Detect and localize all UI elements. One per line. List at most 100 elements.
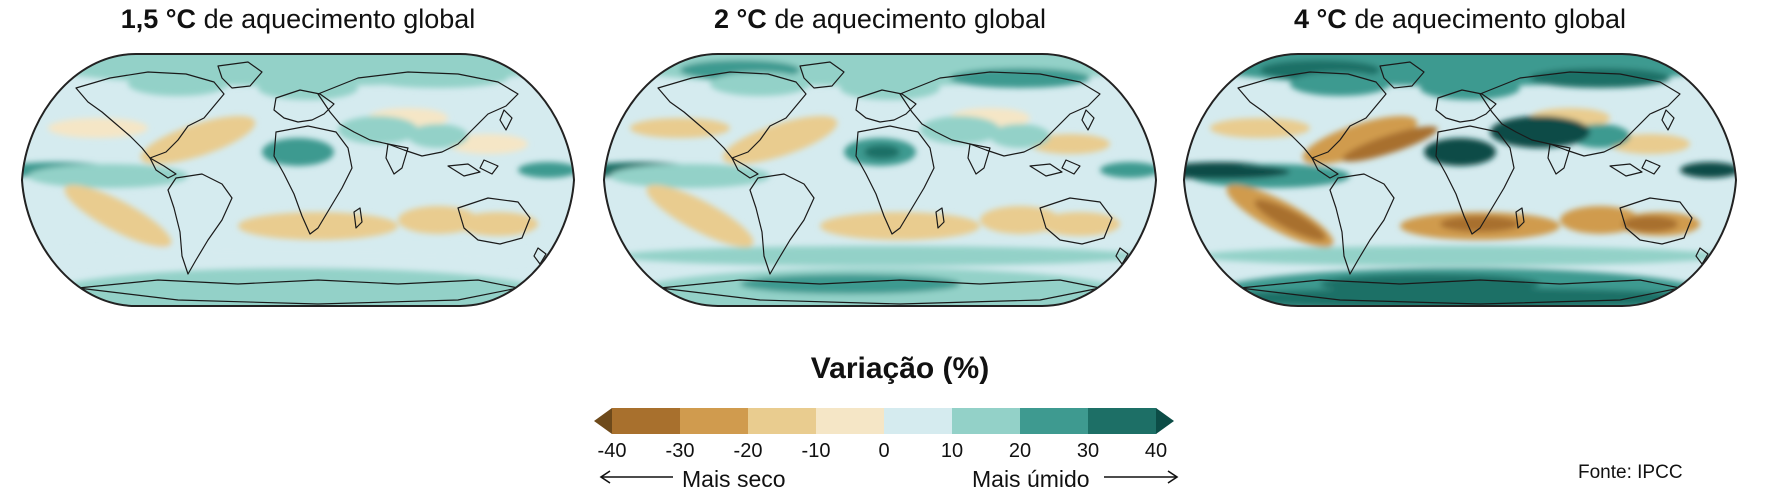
anomaly-region [1444,145,1480,159]
colorbar-segment [1156,408,1174,434]
anomaly-region [620,246,1140,266]
map-border [20,53,576,307]
anomaly-region [710,72,810,96]
coastline [1641,159,1661,175]
anomaly-region [722,116,838,164]
anomaly-region [128,72,228,96]
anomaly-region [458,212,538,236]
map-title: 1,5 °C de aquecimento global [120,4,476,34]
coastline [935,207,945,229]
anomaly-region [1530,68,1670,88]
colorbar-segment [594,408,612,434]
coastline [217,61,263,89]
anomaly-region [740,274,960,294]
anomaly-region [158,274,378,294]
anomaly-region [1342,126,1438,162]
anomaly-region [1210,118,1310,138]
coastline [1609,163,1643,177]
anomaly-region [610,164,770,188]
anomaly-region [864,145,900,159]
anomaly-region [1490,116,1590,148]
coastline [659,279,1101,305]
coastline [855,125,935,235]
anomaly-region [1440,216,1520,232]
anomaly-region [1610,134,1690,154]
anomaly-region [1560,206,1640,234]
anomaly-region [980,206,1060,234]
anomaly-region [1290,72,1390,96]
anomaly-region [408,124,468,148]
coastline [385,143,409,175]
arrow-left-icon [599,470,673,484]
coastline [657,71,807,159]
coastline [1061,159,1081,175]
anomaly-region [398,206,478,234]
drier-label: Mais seco [682,466,786,492]
anomaly-region [338,116,418,144]
coastline [1435,125,1515,235]
anomaly-region [1302,116,1418,164]
map-border [602,53,1158,307]
coastline [167,173,233,275]
anomaly-region [48,118,148,138]
coastline [457,197,531,245]
colorbar-tick-label: 0 [878,440,890,462]
anomaly-region [920,116,1000,144]
anomaly-region [840,76,940,100]
anomaly-region [282,145,318,159]
anomaly-region [1420,76,1520,100]
map-title: 4 °C de aquecimento global [1293,4,1627,34]
coastline [1435,89,1497,123]
coastline [77,279,519,305]
anomaly-region [238,212,398,240]
anomaly-region [646,184,754,248]
colorbar-tick-label: -30 [665,440,695,462]
colorbar [594,408,1174,434]
coastline [1311,157,1339,179]
coastline [1237,71,1387,159]
anomaly-region [1680,162,1736,178]
colorbar-tick-label: 40 [1144,440,1168,462]
colorbar-segment [952,408,1021,434]
map-panel-1-5c: 1,5 °C de aquecimento global [18,0,578,345]
coastline [731,157,759,179]
anomaly-region [1622,216,1678,232]
anomaly-region [518,162,574,178]
coastline [479,159,499,175]
coastline [1619,197,1693,245]
coastline [1029,163,1063,177]
coastline [1515,207,1525,229]
coastline [149,157,177,179]
anomaly-region [990,124,1050,148]
anomaly-region [140,116,256,164]
colorbar-tick-label: -20 [733,440,763,462]
map-panel-4c: 4 °C de aquecimento global [1180,0,1740,345]
coastline [1239,279,1681,305]
legend-title: Variação (%) [810,352,990,385]
coastline [1329,173,1395,275]
coastline [273,125,353,235]
map-title: 2 °C de aquecimento global [713,4,1047,34]
colorbar-segment [816,408,885,434]
coastline [899,71,1101,157]
anomaly-region [1220,288,1700,306]
anomaly-region [368,68,508,88]
anomaly-region [1040,212,1120,236]
precipitation-map [1182,53,1738,307]
anomaly-region [1100,162,1156,178]
map-panel-2c: 2 °C de aquecimento global [600,0,1160,345]
anomaly-region [64,184,172,248]
wetter-label: Mais úmido [972,466,1090,492]
coastline [855,89,917,123]
colorbar-tick-label: -10 [801,440,831,462]
coastline [967,143,991,175]
coastline [447,163,481,177]
coastline [499,109,513,131]
coastline [1039,197,1113,245]
colorbar-segment [1020,408,1089,434]
anomaly-region [1254,199,1326,241]
anomaly-region [820,212,980,240]
coastline [1479,71,1681,157]
coastline [1661,109,1675,131]
coastline [1547,143,1571,175]
